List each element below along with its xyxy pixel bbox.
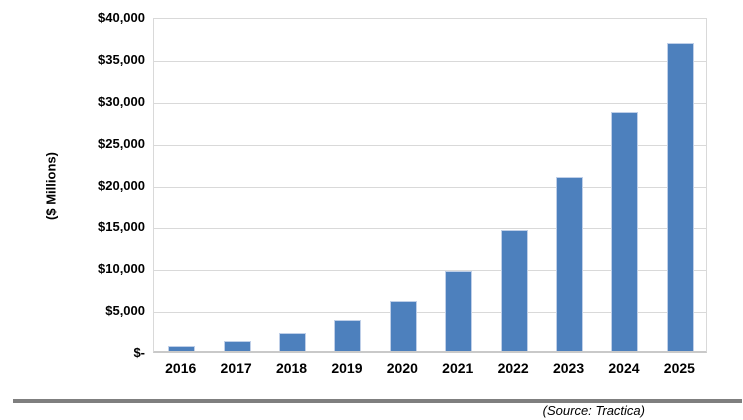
bar-2021 <box>445 271 472 351</box>
bar-2023 <box>556 177 583 351</box>
y-axis-ticks: $40,000 $35,000 $30,000 $25,000 $20,000 $15,0… <box>0 10 145 360</box>
x-axis-label-2025: 2025 <box>663 360 695 376</box>
x-axis-label-2018: 2018 <box>275 360 308 376</box>
x-axis-label-2021: 2021 <box>442 360 474 376</box>
plot-area <box>153 18 707 353</box>
gridline <box>154 103 706 104</box>
y-tick-label: $10,000 <box>98 261 145 277</box>
x-axis-label-2020: 2020 <box>386 360 418 376</box>
y-tick-label: $- <box>133 345 145 360</box>
bar-2019 <box>334 320 361 351</box>
x-axis-labels: 2016 2017 2018 2019 2020 2021 2022 2023 2024 2025 <box>153 360 707 376</box>
x-axis-label-2023: 2023 <box>552 360 585 376</box>
bar-2018 <box>279 333 306 351</box>
y-tick-label: $40,000 <box>98 10 145 25</box>
bar-2022 <box>501 230 528 351</box>
bar-2020 <box>390 301 417 351</box>
y-tick-label: $5,000 <box>105 303 145 319</box>
gridline <box>154 270 706 271</box>
source-note: (Source: Tractica) <box>542 403 645 418</box>
gridline <box>154 145 706 146</box>
y-tick-label: $15,000 <box>98 219 145 235</box>
bar-2024 <box>611 112 638 351</box>
gridline <box>154 61 706 62</box>
gridline <box>154 228 706 229</box>
bar-2017 <box>224 341 251 351</box>
y-tick-label: $20,000 <box>98 177 145 193</box>
y-tick-label: $30,000 <box>98 93 145 109</box>
x-axis-label-2017: 2017 <box>220 360 252 376</box>
y-tick-label: $35,000 <box>98 51 145 67</box>
bottom-divider <box>13 399 742 403</box>
y-tick-label: $25,000 <box>98 135 145 151</box>
x-axis-label-2019: 2019 <box>331 360 363 376</box>
x-axis-label-2016: 2016 <box>165 360 197 376</box>
gridline <box>154 312 706 313</box>
bar-2016 <box>168 346 195 351</box>
gridline <box>154 187 706 188</box>
bar-2025 <box>667 43 694 351</box>
x-axis-label-2024: 2024 <box>608 360 640 376</box>
x-axis-label-2022: 2022 <box>497 360 529 376</box>
